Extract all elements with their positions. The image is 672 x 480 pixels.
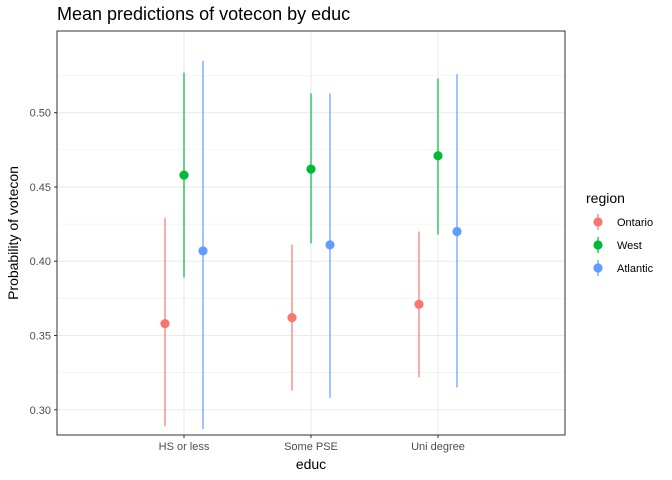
point-atlantic [198,246,208,256]
legend-key-atlantic [593,263,603,273]
legend-key-ontario [593,217,603,227]
chart-title: Mean predictions of votecon by educ [57,4,350,24]
point-atlantic [452,226,462,237]
y-axis-ticks: 0.30 0.35 0.40 0.45 0.50 [30,108,57,417]
x-tick-label: Some PSE [284,441,338,453]
x-tick-label: HS or less [159,441,210,453]
y-axis-title: Probability of votecon [5,166,21,300]
point-west [433,151,443,161]
point-atlantic [325,240,335,250]
point-west [306,164,316,174]
legend-title: region [586,190,625,206]
point-west [179,170,189,180]
point-ontario [414,299,424,309]
point-ontario [287,313,297,323]
y-tick-label: 0.40 [30,256,51,268]
chart-marks [160,60,462,430]
legend: region Ontario West Atlantic [586,190,654,276]
legend-label: Ontario [617,217,653,229]
x-axis-ticks: HS or less Some PSE Uni degree [159,435,465,453]
legend-label: Atlantic [617,263,654,275]
y-tick-label: 0.50 [30,108,51,120]
legend-label: West [617,240,642,252]
legend-key-west [593,240,603,250]
y-tick-label: 0.30 [30,405,51,417]
point-ontario [160,319,170,329]
x-axis-title: educ [296,456,326,472]
y-tick-label: 0.45 [30,182,51,194]
x-tick-label: Uni degree [411,441,465,453]
y-tick-label: 0.35 [30,330,51,342]
